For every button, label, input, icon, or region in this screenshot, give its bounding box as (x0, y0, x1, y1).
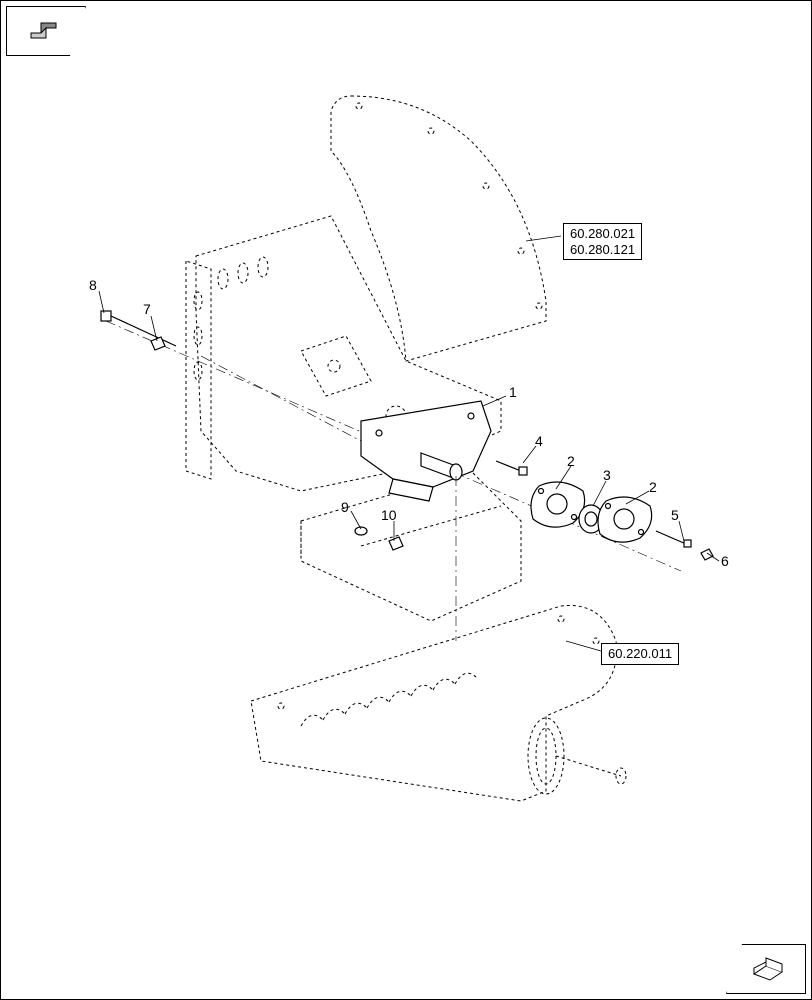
page: 60.280.021 60.280.121 60.220.011 1 2 2 3… (0, 0, 812, 1000)
ref-bottom: 60.220.011 (608, 646, 672, 661)
callout-6: 6 (721, 553, 729, 569)
exploded-diagram (1, 1, 812, 1000)
ref-box-bottom: 60.220.011 (601, 643, 679, 665)
callout-3: 3 (603, 467, 611, 483)
callout-7: 7 (143, 301, 151, 317)
callout-4: 4 (535, 433, 543, 449)
callout-8: 8 (89, 277, 97, 293)
callout-10: 10 (381, 507, 397, 523)
callout-5: 5 (671, 507, 679, 523)
ref-top-1: 60.280.021 (570, 226, 635, 242)
callout-1: 1 (509, 384, 517, 400)
callout-2a: 2 (567, 453, 575, 469)
ref-box-top: 60.280.021 60.280.121 (563, 223, 642, 260)
callout-2b: 2 (649, 479, 657, 495)
callout-9: 9 (341, 499, 349, 515)
ref-top-2: 60.280.121 (570, 242, 635, 258)
